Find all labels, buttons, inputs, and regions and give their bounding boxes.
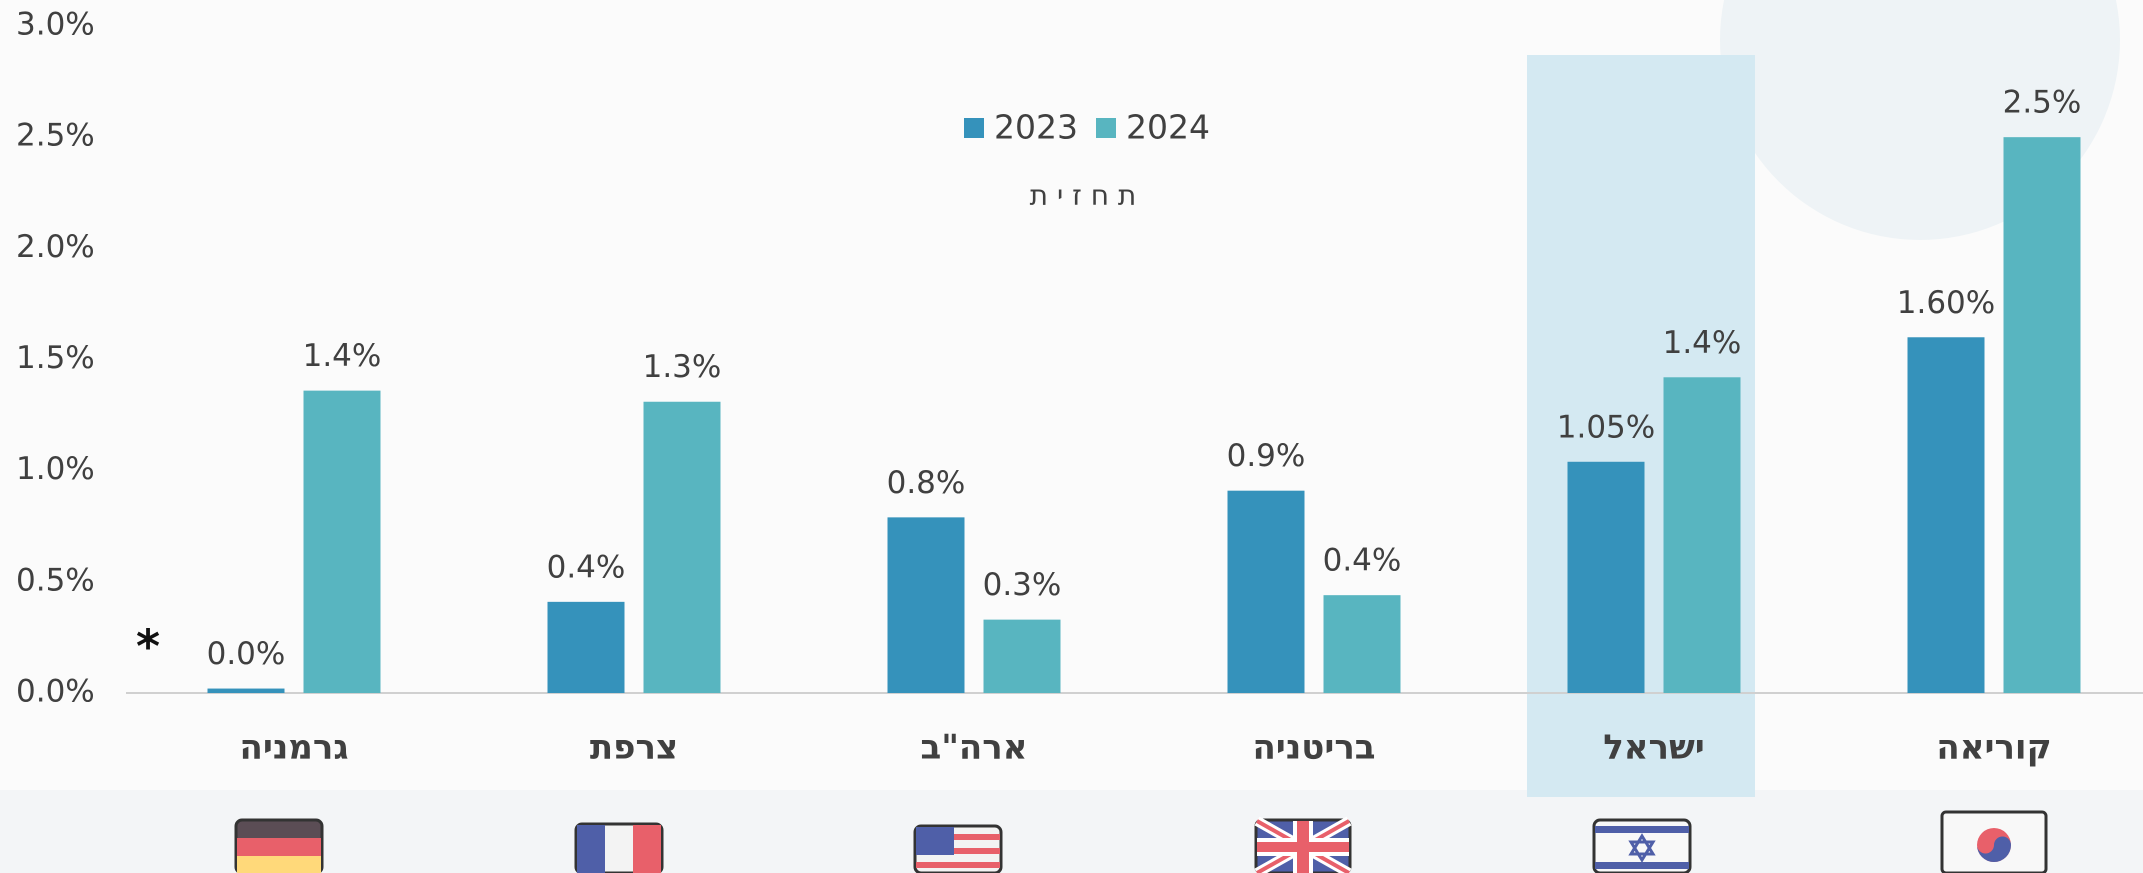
bar <box>2003 137 2081 693</box>
flag-strip <box>0 790 2143 873</box>
y-tick-label: 3.0% <box>16 7 95 43</box>
flags <box>234 810 2048 873</box>
value-label: 0.0% <box>207 636 286 672</box>
value-label: 1.4% <box>303 338 382 374</box>
value-label: 0.8% <box>887 465 966 501</box>
y-tick-label: 1.0% <box>16 451 95 487</box>
x-tick-label: קוריאה <box>1936 728 2051 768</box>
x-tick-label: גרמניה <box>239 728 348 768</box>
bar <box>303 390 381 693</box>
flag-uk <box>1254 816 1352 873</box>
legend-label: 2024 <box>1126 108 1210 147</box>
legend-swatch <box>964 118 984 138</box>
value-label: 2.5% <box>2003 85 2082 121</box>
bar <box>983 619 1061 693</box>
flag-germany <box>234 818 324 873</box>
value-label: 0.3% <box>983 567 1062 603</box>
bar <box>643 401 721 693</box>
bar <box>887 517 965 693</box>
value-label: 1.60% <box>1897 285 1995 321</box>
value-label: 1.4% <box>1663 325 1742 361</box>
y-tick-label: 2.5% <box>16 118 95 154</box>
value-label: 0.4% <box>547 549 626 585</box>
x-tick-label: צרפת <box>590 728 678 768</box>
value-label: 0.9% <box>1227 438 1306 474</box>
x-tick-label: ארה"ב <box>920 728 1027 768</box>
bar <box>1907 337 1985 693</box>
x-tick-label: ישראל <box>1603 728 1705 768</box>
bar <box>547 601 625 693</box>
flag-korea <box>1940 810 2048 873</box>
flag-usa <box>913 824 1003 873</box>
y-tick-label: 0.5% <box>16 562 95 598</box>
value-label: 1.3% <box>643 349 722 385</box>
flag-israel <box>1592 818 1692 873</box>
y-tick-label: 2.0% <box>16 229 95 265</box>
bar <box>207 688 285 693</box>
value-label: 1.05% <box>1557 409 1655 445</box>
legend-swatch <box>1096 118 1116 138</box>
y-tick-label: 0.0% <box>16 674 95 710</box>
legend-label: 2023 <box>994 108 1078 147</box>
x-tick-label: בריטניה <box>1252 728 1375 768</box>
bar <box>1227 490 1305 693</box>
bar <box>1567 461 1645 693</box>
bar <box>1663 377 1741 693</box>
flag-france <box>574 822 664 873</box>
y-tick-label: 1.5% <box>16 340 95 376</box>
annotation: * <box>136 620 160 674</box>
forecast-note: ת ח ז י ת <box>1030 179 1137 212</box>
value-label: 0.4% <box>1323 543 1402 579</box>
bar <box>1323 595 1401 693</box>
